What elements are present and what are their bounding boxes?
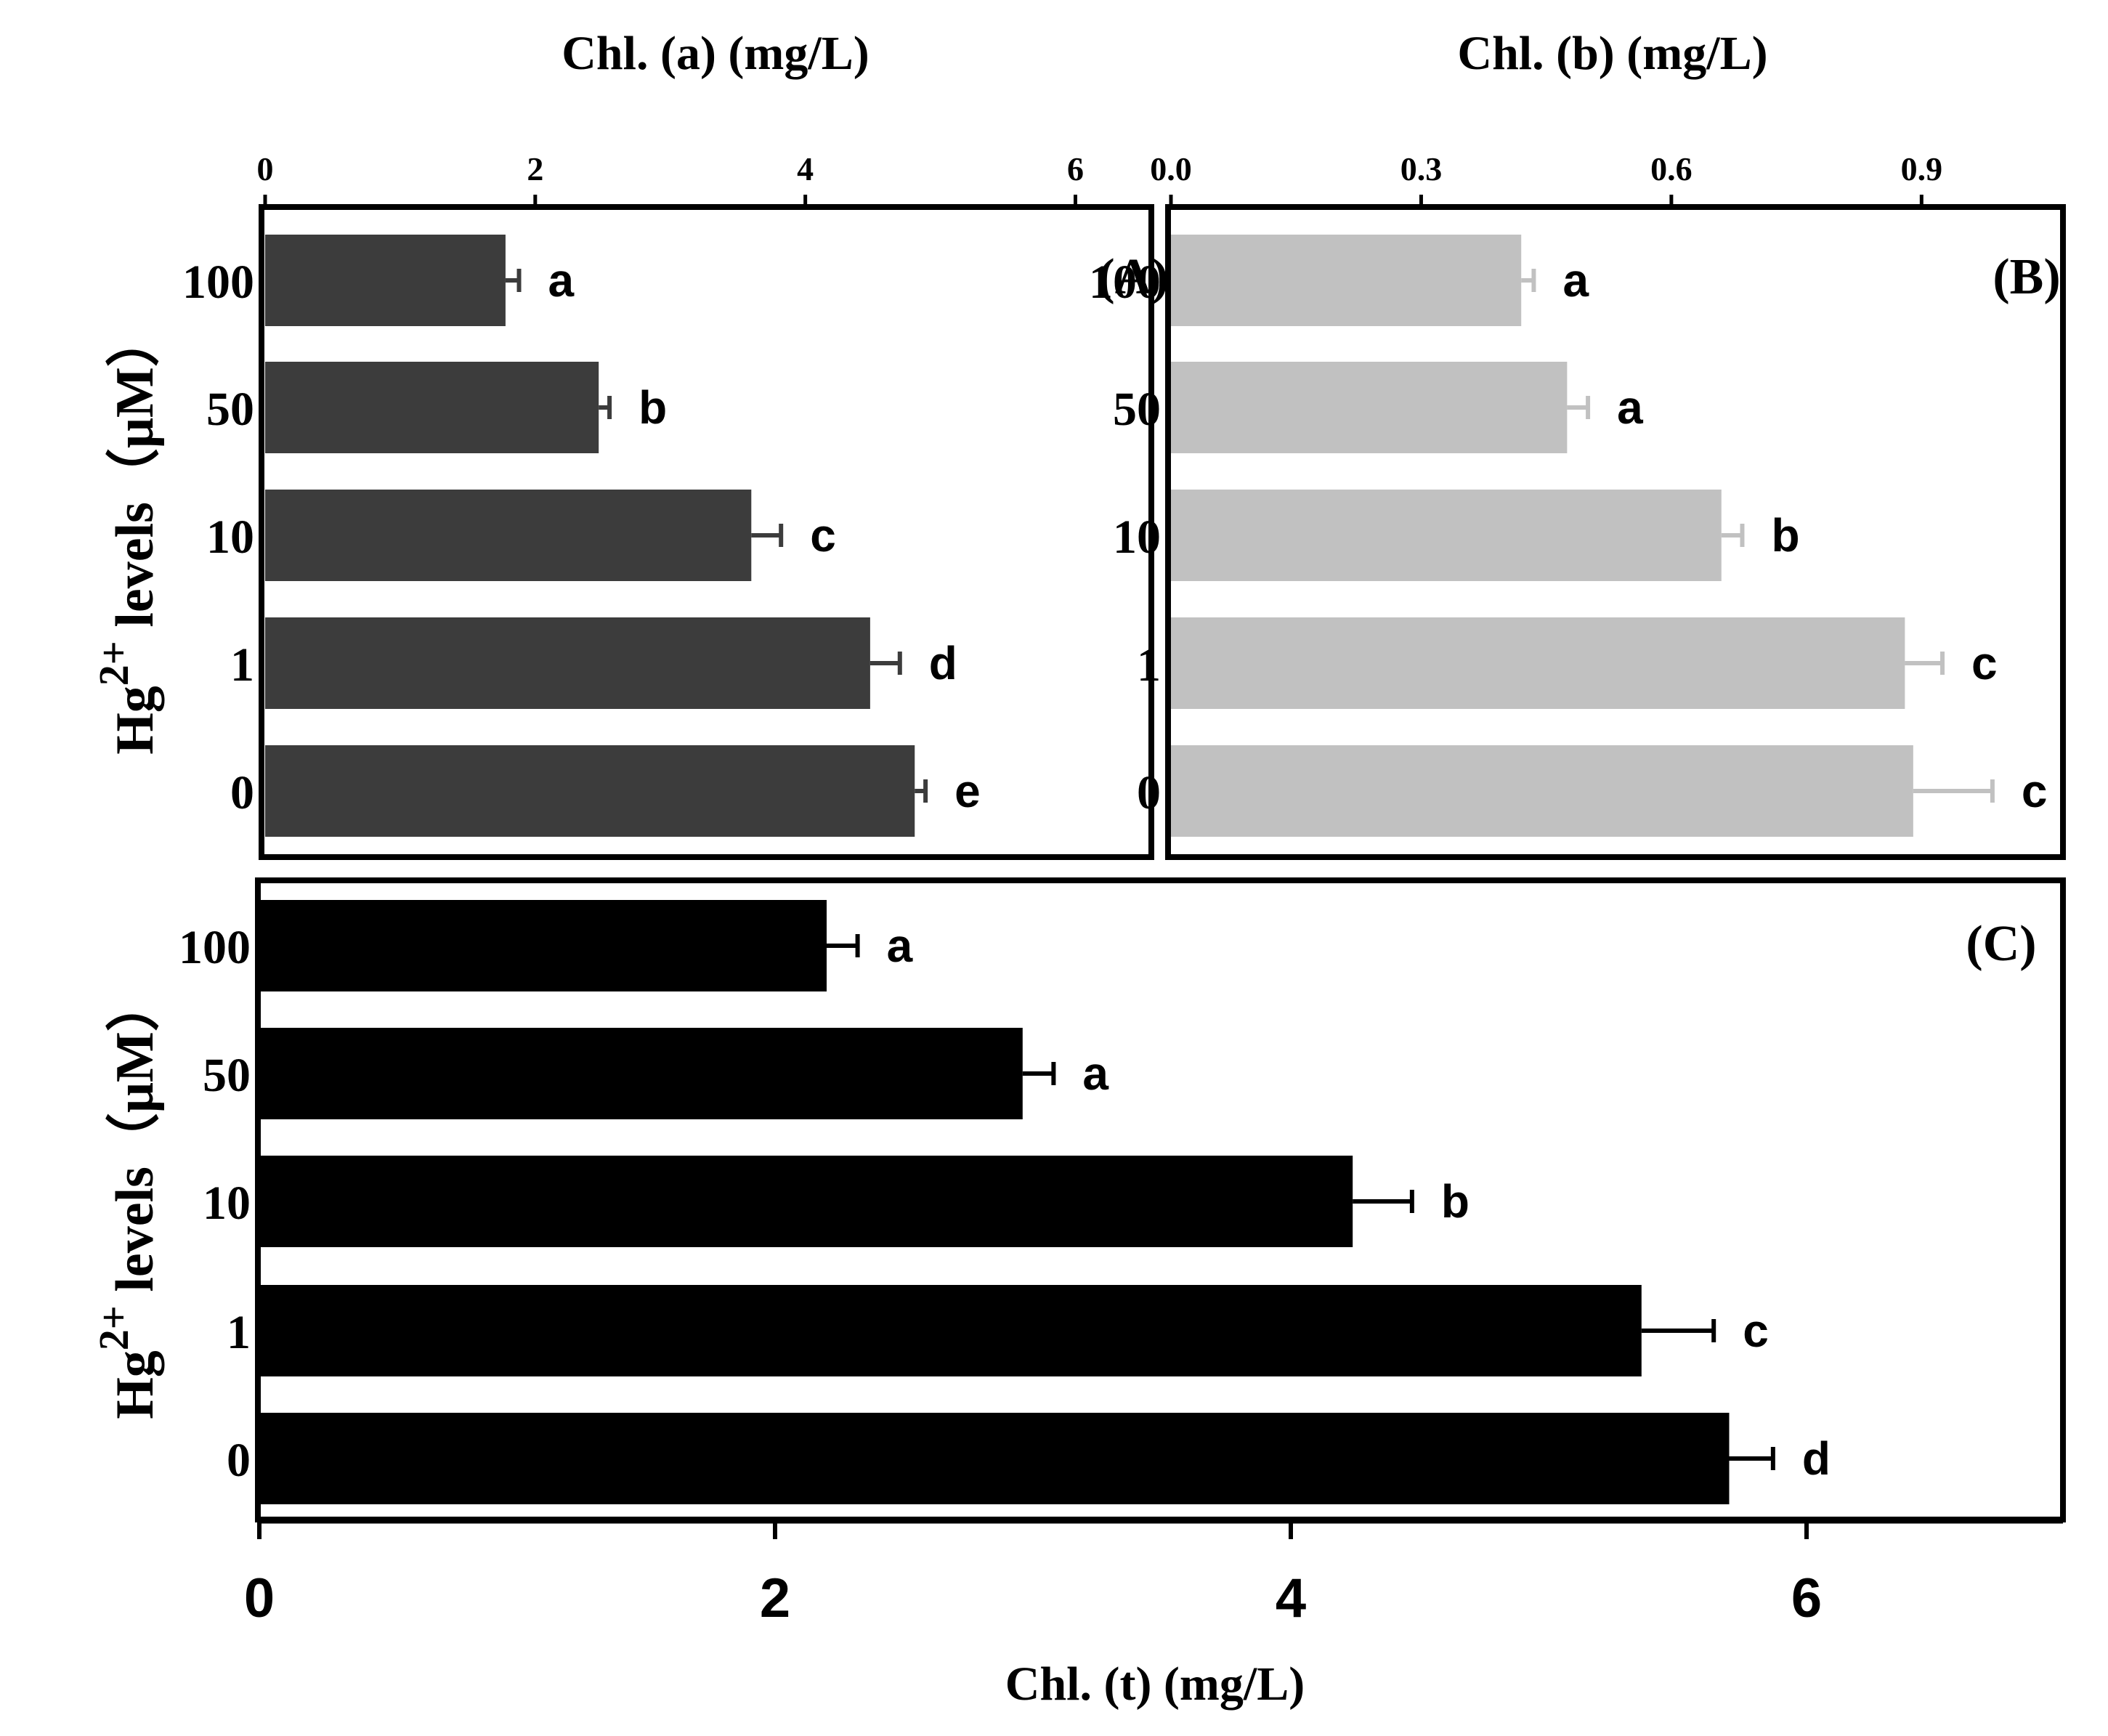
significance-letter-c-0: d bbox=[1802, 1432, 1831, 1485]
y-axis-title-superscript: 2+ bbox=[90, 641, 137, 686]
x-tick-label-c-3: 6 bbox=[1791, 1567, 1822, 1629]
x-tick-label-b-2: 0.6 bbox=[1650, 150, 1693, 187]
y-tick-label-a-100: 100 bbox=[182, 256, 254, 309]
significance-letter-b-0: c bbox=[2022, 765, 2048, 817]
significance-letter-a-100: a bbox=[548, 254, 575, 307]
significance-letter-b-1: c bbox=[1971, 637, 1998, 689]
significance-letter-a-0: e bbox=[954, 765, 981, 817]
y-axis-title-rest: levels（μM） bbox=[105, 978, 165, 1305]
bar-c-50 bbox=[259, 1028, 1023, 1119]
y-tick-label-b-0: 0 bbox=[1137, 766, 1161, 819]
panel-label-c: (C) bbox=[1966, 916, 2036, 972]
x-axis-title-c: Chl. (t) (mg/L) bbox=[1005, 1658, 1305, 1711]
x-tick-label-c-0: 0 bbox=[244, 1567, 275, 1629]
significance-letter-c-100: a bbox=[887, 920, 913, 972]
x-tick-label-b-3: 0.9 bbox=[1901, 150, 1943, 187]
significance-letter-b-50: a bbox=[1617, 381, 1643, 434]
panel-label-b: (B) bbox=[1993, 249, 2060, 305]
y-axis-title-top: Hg2+ levels（μM） bbox=[90, 313, 165, 755]
x-axis-title-a: Chl. (a) (mg/L) bbox=[562, 27, 869, 80]
y-axis-title-hg: Hg bbox=[105, 686, 165, 755]
bar-c-0 bbox=[259, 1413, 1730, 1504]
y-axis-title-hg: Hg bbox=[105, 1350, 165, 1419]
significance-letter-c-10: b bbox=[1441, 1175, 1469, 1228]
significance-letter-c-1: c bbox=[1743, 1305, 1769, 1357]
x-tick-label-a-1: 2 bbox=[527, 150, 543, 187]
significance-letter-a-50: b bbox=[639, 381, 667, 434]
y-tick-label-c-1: 1 bbox=[227, 1306, 251, 1359]
y-axis-title-rest: levels（μM） bbox=[105, 313, 165, 641]
y-tick-label-c-10: 10 bbox=[203, 1177, 251, 1230]
panel-label-a: (A) bbox=[1098, 249, 1168, 305]
y-tick-label-b-10: 10 bbox=[1113, 511, 1161, 564]
bar-a-50 bbox=[265, 362, 599, 453]
bar-b-50 bbox=[1171, 362, 1568, 453]
y-tick-label-b-1: 1 bbox=[1137, 638, 1161, 691]
bar-c-1 bbox=[259, 1285, 1642, 1376]
y-axis-title-bottom: Hg2+ levels（μM） bbox=[90, 978, 165, 1419]
panel-frame-a bbox=[259, 204, 1154, 860]
y-tick-label-c-0: 0 bbox=[227, 1434, 251, 1487]
x-tick-label-a-3: 6 bbox=[1067, 150, 1084, 187]
significance-letter-c-50: a bbox=[1082, 1047, 1108, 1100]
bar-b-100 bbox=[1171, 235, 1522, 326]
significance-letter-b-100: a bbox=[1562, 254, 1589, 307]
x-tick-label-b-0: 0.0 bbox=[1150, 150, 1192, 187]
x-tick-label-c-1: 2 bbox=[760, 1567, 790, 1629]
bar-c-10 bbox=[259, 1156, 1353, 1247]
panel-frame-b bbox=[1165, 204, 2066, 860]
panel-frame-c bbox=[255, 877, 2066, 1522]
y-tick-label-a-1: 1 bbox=[230, 638, 254, 691]
significance-letter-a-10: c bbox=[810, 509, 836, 561]
bar-a-1 bbox=[265, 617, 870, 709]
significance-letter-a-1: d bbox=[929, 637, 957, 689]
x-axis-title-b: Chl. (b) (mg/L) bbox=[1457, 27, 1767, 80]
y-axis-title-superscript: 2+ bbox=[90, 1305, 137, 1350]
x-tick-label-b-1: 0.3 bbox=[1400, 150, 1443, 187]
x-tick-label-c-2: 4 bbox=[1276, 1567, 1306, 1629]
bar-a-0 bbox=[265, 745, 915, 837]
y-tick-label-c-50: 50 bbox=[203, 1049, 251, 1102]
y-tick-label-a-50: 50 bbox=[206, 383, 254, 436]
x-tick-label-a-0: 0 bbox=[257, 150, 274, 187]
y-tick-label-c-100: 100 bbox=[179, 921, 251, 974]
y-tick-label-b-50: 50 bbox=[1113, 383, 1161, 436]
bar-c-100 bbox=[259, 900, 827, 991]
bar-b-0 bbox=[1171, 745, 1913, 837]
bar-b-10 bbox=[1171, 490, 1722, 581]
y-tick-label-b-100: 100 bbox=[1089, 256, 1161, 309]
significance-letter-b-10: b bbox=[1771, 509, 1799, 561]
bar-a-100 bbox=[265, 235, 506, 326]
bar-b-1 bbox=[1171, 617, 1905, 709]
bar-a-10 bbox=[265, 490, 752, 581]
y-tick-label-a-0: 0 bbox=[230, 766, 254, 819]
x-tick-label-a-2: 4 bbox=[797, 150, 814, 187]
y-tick-label-a-10: 10 bbox=[206, 511, 254, 564]
